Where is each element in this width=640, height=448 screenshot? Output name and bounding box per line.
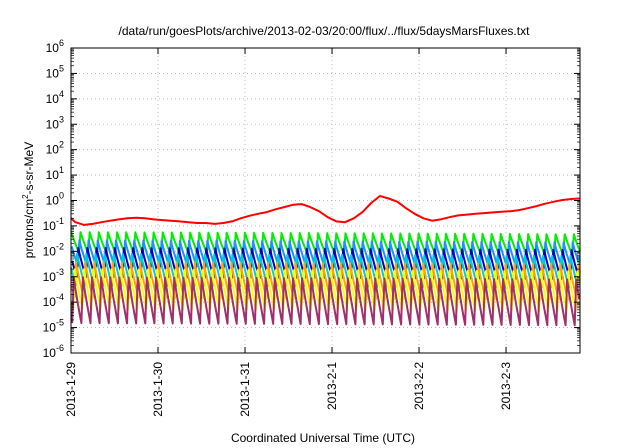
y-tick-label: 10-6 (43, 343, 64, 360)
x-tick-label: 2013-1-29 (64, 362, 78, 417)
y-tick-label: 104 (46, 89, 64, 106)
series-line (71, 276, 581, 327)
y-axis-label-suffix: -s-sr-MeV (22, 142, 36, 195)
x-tick-label: 2013-2-2 (412, 362, 426, 410)
y-tick-label: 103 (46, 114, 64, 131)
y-axis-label: protons/cm2-s-sr-MeV (21, 142, 36, 258)
chart-title: /data/run/goesPlots/archive/2013-02-03/2… (119, 24, 531, 38)
x-tick-label: 2013-2-3 (499, 362, 513, 410)
series-line (70, 195, 581, 226)
x-axis-ticks: 2013-1-29 2013-1-30 2013-1-31 2013-2-1 2013-… (64, 48, 513, 417)
x-axis-label: Coordinated Universal Time (UTC) (231, 431, 415, 445)
y-tick-label: 100 (46, 191, 64, 208)
series-group (70, 195, 581, 327)
y-tick-label: 10-5 (43, 318, 64, 335)
y-tick-label: 10-3 (43, 267, 64, 284)
x-tick-label: 2013-1-31 (238, 362, 252, 417)
y-tick-label: 10-2 (43, 241, 64, 258)
y-tick-label: 10-4 (43, 292, 64, 309)
y-tick-label: 101 (46, 165, 64, 182)
y-axis-label-prefix: protons/cm (22, 199, 36, 258)
y-axis-ticks: 10-6 10-5 10-4 10-3 10-2 10-1 100 101 102 103 104 1… (43, 38, 580, 360)
y-tick-label: 102 (46, 140, 64, 157)
x-tick-label: 2013-1-30 (151, 362, 165, 417)
series-line (70, 239, 580, 270)
y-tick-label: 106 (46, 38, 64, 55)
x-tick-label: 2013-2-1 (325, 362, 339, 410)
y-tick-label: 105 (46, 63, 64, 80)
y-tick-label: 10-1 (43, 216, 64, 233)
y-axis-label-sup: 2 (21, 194, 30, 199)
